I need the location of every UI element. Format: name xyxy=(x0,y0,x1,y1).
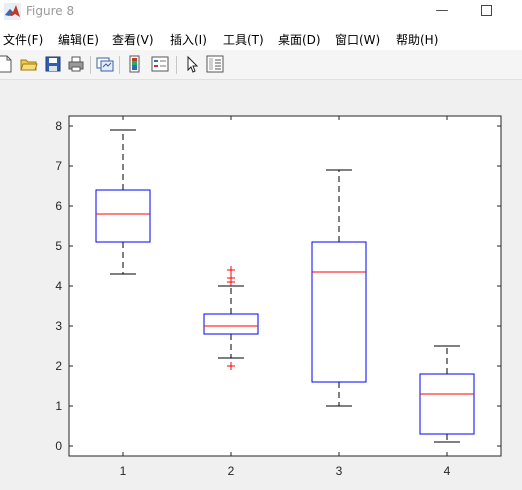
outlier-marker xyxy=(227,266,235,274)
colorbar-icon[interactable] xyxy=(126,55,144,73)
x-tick-label: 3 xyxy=(336,464,343,478)
x-tick-label: 4 xyxy=(444,464,451,478)
menu-bar: 文件(F) 编辑(E) 查看(V) 插入(I) 工具(T) 桌面(D) 窗口(W… xyxy=(0,26,522,50)
menu-help[interactable]: 帮助(H) xyxy=(396,33,439,47)
box-2 xyxy=(203,313,259,335)
axes-box xyxy=(68,115,502,457)
y-tick-label: 5 xyxy=(55,239,62,253)
save-icon[interactable] xyxy=(44,55,62,73)
new-figure-icon[interactable] xyxy=(0,55,14,73)
maximize-button[interactable] xyxy=(481,5,492,16)
box-3 xyxy=(311,241,367,383)
toolbar-separator xyxy=(90,56,91,74)
print-icon[interactable] xyxy=(67,55,85,73)
property-inspector-icon[interactable] xyxy=(206,55,224,73)
menu-desktop[interactable]: 桌面(D) xyxy=(278,33,321,47)
pointer-icon[interactable] xyxy=(184,55,202,73)
y-tick-label: 2 xyxy=(55,359,62,373)
matlab-logo-icon xyxy=(4,3,21,20)
menu-insert[interactable]: 插入(I) xyxy=(170,33,207,47)
x-tick-label: 1 xyxy=(120,464,127,478)
y-tick-label: 6 xyxy=(55,199,62,213)
menu-edit[interactable]: 编辑(E) xyxy=(58,33,99,47)
legend-icon[interactable] xyxy=(151,55,169,73)
box-1 xyxy=(95,189,151,243)
y-tick-label: 4 xyxy=(55,279,62,293)
link-plot-icon[interactable] xyxy=(96,55,114,73)
menu-tools[interactable]: 工具(T) xyxy=(223,33,264,47)
y-tick-label: 3 xyxy=(55,319,62,333)
minimize-button[interactable]: — xyxy=(435,3,449,18)
boxplot-chart: 0 1 2 3 4 5 6 7 8 1 2 3 4 xyxy=(55,115,502,478)
toolbar-separator xyxy=(176,56,177,74)
title-bar: Figure 8 — xyxy=(0,0,522,26)
box-4 xyxy=(419,373,475,435)
open-file-icon[interactable] xyxy=(20,55,38,73)
figure-canvas: 0 1 2 3 4 5 6 7 8 1 2 3 4 xyxy=(0,81,522,490)
y-tick-label: 7 xyxy=(55,159,62,173)
toolbar xyxy=(0,50,522,80)
y-tick-label: 0 xyxy=(55,439,62,453)
x-tick-label: 2 xyxy=(228,464,235,478)
menu-view[interactable]: 查看(V) xyxy=(112,33,154,47)
window-title: Figure 8 xyxy=(26,4,75,18)
y-tick-label: 8 xyxy=(55,119,62,133)
y-tick-label: 1 xyxy=(55,399,62,413)
menu-file[interactable]: 文件(F) xyxy=(3,33,44,47)
menu-window[interactable]: 窗口(W) xyxy=(335,33,381,47)
outlier-marker xyxy=(227,362,235,370)
outlier-marker xyxy=(227,274,235,282)
toolbar-separator xyxy=(119,56,120,74)
